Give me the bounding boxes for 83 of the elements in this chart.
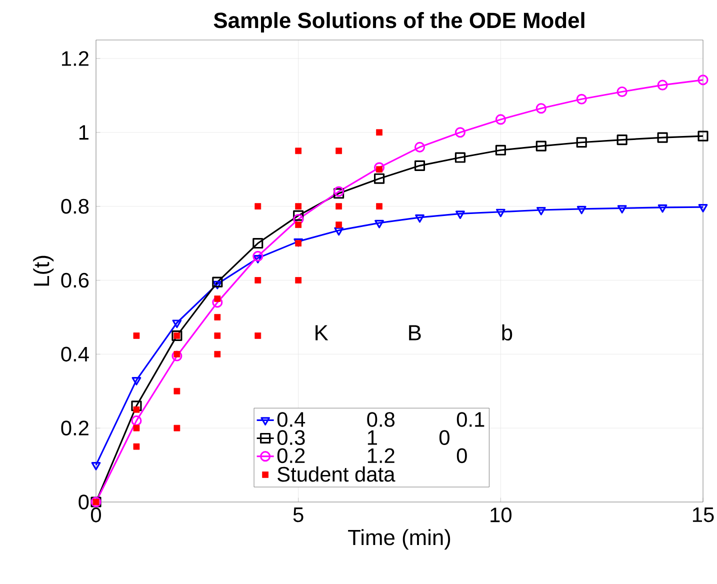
y-tick-label: 0.6 [61,272,89,288]
point [536,103,546,114]
point [254,332,262,339]
point [254,203,262,210]
point [454,127,466,138]
chart-title: Sample Solutions of the ODE Model [214,12,584,32]
point [698,130,708,142]
point [214,296,221,302]
legend-label: 0.3 1 0 [277,430,450,445]
legend-title: K B b [316,324,512,341]
point [252,238,264,249]
point [293,214,304,225]
point [374,220,384,228]
point [133,424,140,432]
point [172,350,182,362]
legend-label: 0.2 1.2 0 [277,448,467,464]
point [253,255,263,264]
point [295,203,302,210]
point [133,406,140,413]
point [91,462,101,470]
point [374,173,385,184]
point [658,204,668,213]
point [131,400,142,412]
x-tick-label: 10 [490,508,512,522]
point [536,206,546,216]
point [374,162,385,173]
point [456,210,465,219]
point [616,86,628,98]
point [576,94,587,104]
point [212,276,223,288]
point [495,144,506,156]
point [214,350,221,358]
x-tick-label: 0 [90,508,101,522]
x-tick-label: 5 [293,508,304,522]
point [252,250,264,262]
point [414,160,426,171]
x-tick-label: 15 [692,508,714,522]
point [698,74,708,86]
point [174,388,180,394]
point [376,129,382,136]
point [414,142,426,152]
point [132,376,142,386]
point [214,314,221,320]
point [617,205,627,214]
point [336,148,342,154]
point [254,277,262,284]
y-tick-label: 1 [79,125,88,140]
point [295,277,302,284]
point [212,297,223,308]
point [334,227,344,236]
point [495,114,506,125]
point [336,203,342,210]
y-tick-label: 0.2 [61,420,88,436]
point [616,134,628,146]
x-axis-title: Time (min) [348,529,450,550]
point [415,214,424,223]
point [576,206,586,214]
point [496,208,506,218]
point [214,332,221,339]
point [698,204,708,212]
point [376,203,382,210]
point [336,222,342,228]
point [212,280,222,290]
legend-label: Student data [278,466,396,482]
y-tick-label: 1.2 [62,51,88,66]
point [454,152,466,163]
point [657,132,668,143]
legend-label: 0.4 0.8 0.1 [277,412,484,427]
point [172,320,182,328]
point [576,137,587,148]
point [295,148,302,154]
point [536,140,546,152]
point [293,210,304,221]
point [174,424,180,432]
y-tick-label: 0.8 [61,198,89,214]
point [657,80,668,90]
point [133,443,140,450]
y-axis-title: L(t) [33,256,54,286]
y-tick-label: 0 [78,494,89,510]
y-tick-label: 0.4 [61,346,89,362]
point [131,415,142,426]
point [295,222,302,228]
point [133,332,140,339]
